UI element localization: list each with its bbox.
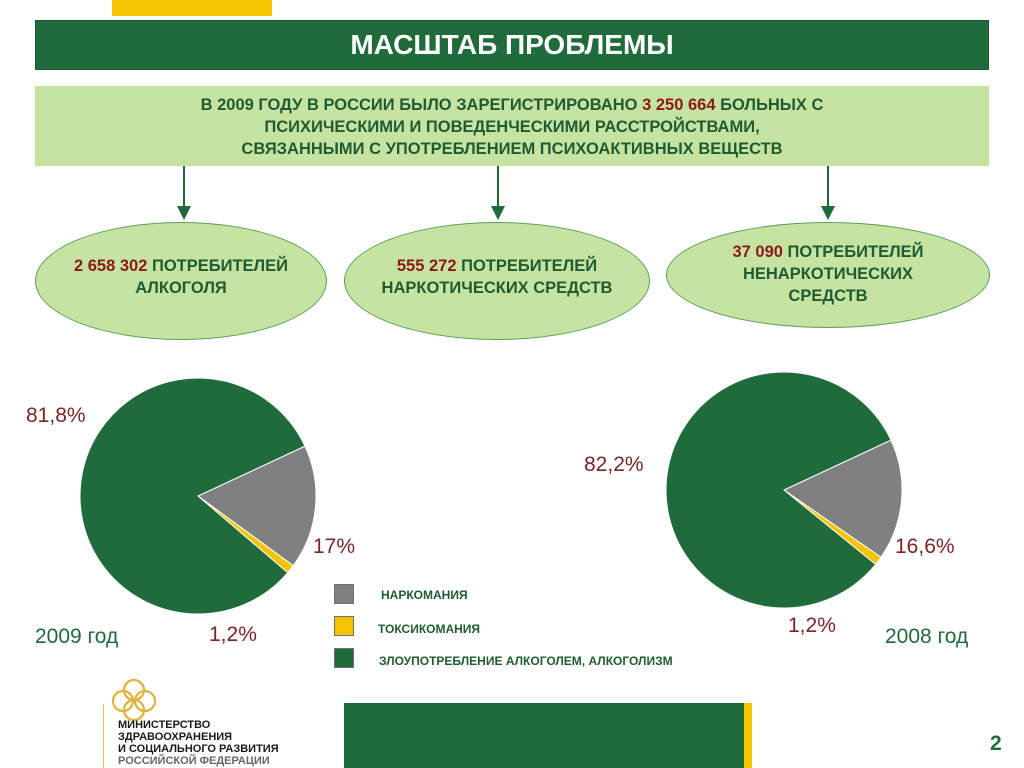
footer-accent: [744, 703, 752, 768]
ministry-name: МИНИСТЕРСТВО ЗДРАВООХРАНЕНИЯ И СОЦИАЛЬНО…: [118, 719, 279, 767]
legend-label-toxicomania: ТОКСИКОМАНИЯ: [378, 622, 481, 636]
top-accent-bar: [112, 0, 272, 16]
pie-2008-slice-alcohol: [665, 371, 892, 609]
pie-2008-toxicomania-label: 1,2%: [788, 614, 836, 637]
group-narcotic-ellipse: 555 272 ПОТРЕБИТЕЛЕЙ НАРКОТИЧЕСКИХ СРЕДС…: [344, 222, 650, 340]
legend-label-alcohol: ЗЛОУПОТРЕБЛЕНИЕ АЛКОГОЛЕМ, АЛКОГОЛИЗМ: [379, 654, 673, 668]
arrow-down-right: [821, 166, 835, 220]
ministry-name-line-4: РОССИЙСКОЙ ФЕДЕРАЦИИ: [118, 755, 270, 767]
pie-2008-slice-narcomania: [782, 439, 903, 558]
group-alcohol-number: 2 658 302: [73, 257, 148, 275]
pie-2009-toxicomania-label: 1,2%: [209, 623, 257, 646]
logo-divider: [103, 704, 104, 768]
pie-2009-slice-narcomania: [197, 445, 317, 567]
legend-swatch-alcohol: [334, 648, 354, 668]
page-number: 2: [990, 732, 1002, 755]
group-nonnarcotic-ellipse: 37 090 ПОТРЕБИТЕЛЕЙ НЕНАРКОТИЧЕСКИХ СРЕД…: [666, 222, 990, 328]
page-title: МАСШТАБ ПРОБЛЕМЫ: [35, 20, 989, 70]
pie-2009-slice-alcohol: [79, 377, 306, 615]
pie-2009-alcohol-label: 81,8%: [26, 404, 86, 427]
group-narcotic-number: 555 272: [396, 257, 457, 275]
intro-line-1-pre: В 2009 ГОДУ В РОССИИ БЫЛО ЗАРЕГИСТРИРОВА…: [200, 96, 643, 114]
year-2008-label: 2008 год: [885, 625, 969, 648]
group-alcohol-ellipse: 2 658 302 ПОТРЕБИТЕЛЕЙ АЛКОГОЛЯ: [35, 222, 327, 340]
arrow-down-left: [177, 166, 191, 220]
intro-box: В 2009 ГОДУ В РОССИИ БЫЛО ЗАРЕГИСТРИРОВА…: [35, 86, 989, 166]
legend-swatch-toxicomania: [334, 616, 354, 636]
legend-label-narcomania: НАРКОМАНИЯ: [381, 588, 468, 602]
intro-line-3: СВЯЗАННЫМИ С УПОТРЕБЛЕНИЕМ ПСИХОАКТИВНЫХ…: [241, 140, 783, 158]
intro-total-number: 3 250 664: [642, 96, 716, 114]
group-narcotic-text1: ПОТРЕБИТЕЛЕЙ: [456, 257, 598, 275]
group-nonnarcotic-text3: СРЕДСТВ: [788, 287, 868, 305]
group-narcotic-text2: НАРКОТИЧЕСКИХ СРЕДСТВ: [381, 279, 613, 297]
group-alcohol-text2: АЛКОГОЛЯ: [135, 279, 227, 297]
arrow-down-center: [491, 166, 505, 220]
footer-bar: [344, 703, 744, 768]
legend-swatch-narcomania: [334, 584, 354, 604]
year-2009-label: 2009 год: [35, 625, 119, 648]
group-alcohol-text1: ПОТРЕБИТЕЛЕЙ: [147, 257, 289, 275]
intro-line-1: В 2009 ГОДУ В РОССИИ БЫЛО ЗАРЕГИСТРИРОВА…: [35, 94, 989, 116]
ministry-name-line-2: ЗДРАВООХРАНЕНИЯ: [118, 731, 233, 743]
group-nonnarcotic-number: 37 090: [732, 243, 783, 261]
ministry-name-line-1: МИНИСТЕРСТВО: [118, 719, 211, 731]
pie-chart-2008: [665, 371, 903, 609]
pie-2008-narcomania-label: 16,6%: [895, 535, 955, 558]
ministry-logo-icon: [111, 678, 157, 722]
intro-line-2: ПСИХИЧЕСКИМИ И ПОВЕДЕНЧЕСКИМИ РАССТРОЙСТ…: [264, 118, 760, 136]
pie-2009-narcomania-label: 17%: [313, 535, 356, 558]
pie-chart-2009: [79, 377, 317, 615]
ministry-name-line-3: И СОЦИАЛЬНОГО РАЗВИТИЯ: [118, 743, 279, 755]
intro-line-1-post: БОЛЬНЫХ С: [715, 96, 824, 114]
pie-2008-alcohol-label: 82,2%: [584, 453, 644, 476]
group-nonnarcotic-text1: ПОТРЕБИТЕЛЕЙ: [782, 243, 924, 261]
group-nonnarcotic-text2: НЕНАРКОТИЧЕСКИХ: [742, 265, 914, 283]
